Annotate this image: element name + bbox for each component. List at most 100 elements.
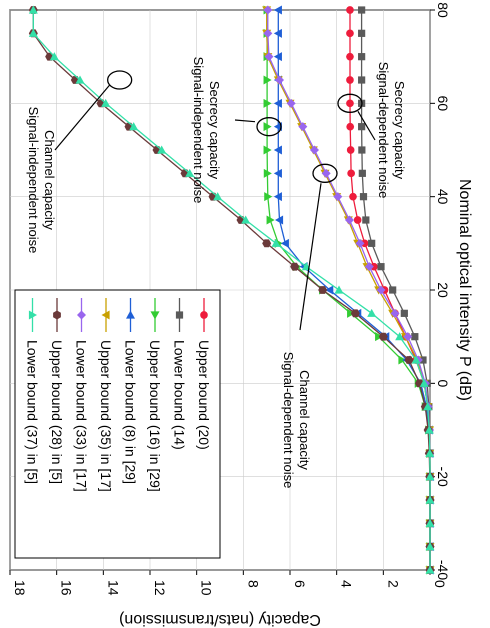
data-point (286, 98, 296, 108)
data-point (411, 333, 419, 341)
annotation-ellipse (107, 70, 133, 90)
data-point (346, 52, 354, 61)
data-point (362, 216, 370, 224)
data-point (333, 192, 343, 202)
annotation-line: Signal-dependent noise (281, 352, 296, 489)
legend-swatch-marker (200, 311, 208, 319)
data-point (275, 215, 284, 225)
legend-swatch-marker (101, 310, 110, 320)
annotation-ellipse (312, 163, 338, 183)
data-point (263, 28, 273, 38)
data-point (264, 52, 274, 62)
data-point (346, 6, 354, 14)
annotation-line: Secrecy capacity (207, 81, 222, 180)
data-point (263, 75, 272, 85)
data-point (419, 356, 427, 364)
data-point (263, 145, 272, 155)
data-point (364, 262, 374, 272)
data-point (390, 308, 400, 318)
data-point (425, 448, 435, 457)
capacity-tick-label: 6 (292, 580, 308, 588)
data-point (280, 238, 289, 248)
legend-swatch-marker (175, 311, 184, 319)
intensity-axis-title: Nominal optical intensity P (dB) (456, 179, 473, 401)
annotation-arrow (54, 84, 111, 151)
data-point (334, 285, 344, 294)
data-point (358, 169, 366, 177)
legend-entry: Lower bound (37) in [5] (25, 340, 41, 484)
data-point (325, 285, 334, 295)
data-point (273, 168, 282, 178)
capacity-tick-label: 10 (199, 580, 215, 596)
annotation-arrow (299, 183, 322, 331)
legend: Upper bound (20) Lower bound (14) Upper bo… (14, 289, 221, 559)
data-point (129, 122, 139, 131)
legend-swatch-marker (77, 310, 86, 320)
capacity-tick-label: 4 (339, 580, 355, 588)
data-point (368, 239, 376, 247)
legend-swatch-marker (28, 310, 37, 320)
data-point (358, 53, 366, 61)
data-point (310, 145, 319, 155)
legend-swatch-marker (150, 311, 160, 320)
data-point (298, 122, 308, 132)
data-point (359, 193, 368, 201)
data-point (263, 98, 272, 108)
data-point (273, 28, 282, 38)
intensity-tick-label: 80 (435, 2, 451, 18)
data-point (395, 332, 405, 341)
data-point (403, 332, 413, 342)
capacity-tick-label: 2 (385, 580, 401, 588)
data-point (411, 355, 421, 364)
legend-swatch-marker (53, 310, 61, 320)
data-point (101, 98, 111, 107)
data-point (318, 286, 328, 294)
data-point (273, 52, 282, 62)
data-point (367, 308, 377, 317)
data-point (290, 262, 300, 271)
legend-box (14, 289, 221, 559)
data-point (75, 75, 85, 84)
annotation-arrow (234, 119, 256, 123)
data-point (425, 472, 435, 481)
data-point (360, 239, 369, 248)
data-point (346, 76, 354, 84)
annotation-ellipse (256, 117, 282, 137)
annotation-arrow (357, 111, 376, 141)
annotation-label: Channel capacitySignal-dependent noise (281, 352, 312, 489)
data-point (370, 262, 378, 271)
data-point (273, 145, 282, 155)
capacity-tick-label: 8 (245, 580, 261, 588)
data-point (345, 215, 354, 225)
legend-entry: Upper bound (28) in [5] (49, 340, 65, 484)
annotation-line: Secrecy capacity (392, 81, 407, 180)
capacity-tick-label: 12 (152, 580, 168, 596)
legend-entry: Lower bound (14) (172, 340, 188, 450)
legend-entry: Upper bound (35) in [17] (98, 340, 114, 492)
data-point (321, 168, 331, 178)
legend-entry: Lower bound (8) in [29] (123, 340, 139, 484)
data-point (353, 216, 362, 224)
data-point (358, 123, 366, 131)
annotation-ellipse (337, 93, 363, 113)
annotation-line: Channel capacity (297, 370, 312, 470)
data-point (263, 5, 273, 15)
data-point (273, 5, 282, 15)
capacity-tick-label: 18 (12, 580, 28, 596)
data-point (49, 52, 59, 61)
data-point (273, 98, 282, 108)
series-group (28, 5, 435, 575)
legend-swatch-marker (126, 310, 135, 319)
capacity-axis-title: Capacity (nats/transmission) (119, 611, 321, 628)
data-point (425, 565, 435, 574)
data-point (185, 168, 195, 177)
data-point (358, 29, 366, 37)
intensity-tick-label: -20 (435, 467, 451, 487)
data-point (425, 542, 435, 551)
data-point (423, 402, 433, 411)
data-point (425, 495, 435, 504)
annotation-line: Signal-dependent noise (376, 62, 391, 199)
data-point (355, 238, 365, 248)
intensity-tick-label: 20 (435, 282, 451, 298)
data-point (28, 28, 38, 37)
